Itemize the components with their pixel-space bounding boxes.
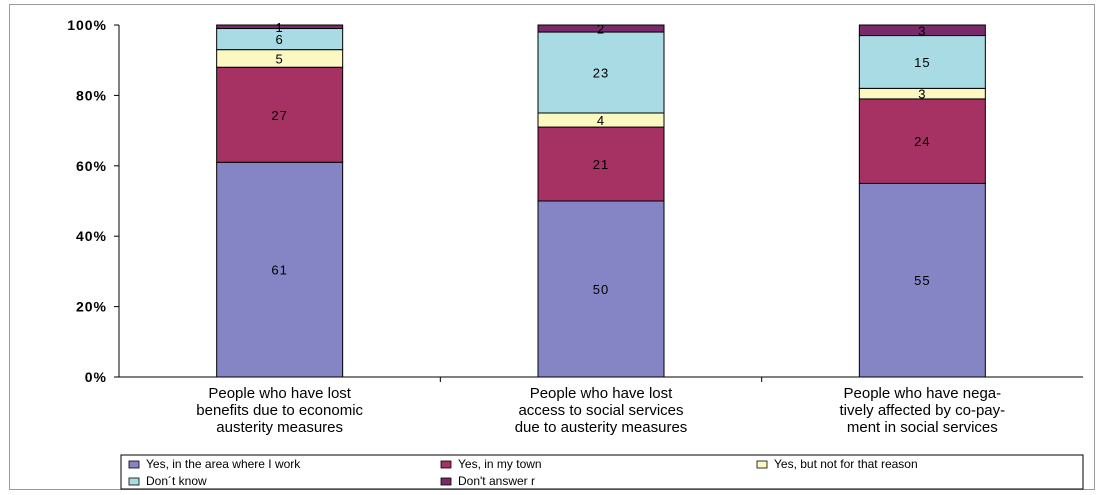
y-tick-label: 60%: [76, 158, 107, 174]
legend-label: Yes, in my town: [458, 457, 542, 471]
data-label: 24: [914, 134, 930, 149]
bar-segment: [858, 98, 986, 184]
data-label: 4: [597, 113, 605, 128]
legend-swatch: [756, 460, 768, 469]
data-label: 23: [593, 66, 609, 81]
bar-segment: [858, 182, 986, 378]
data-label: 50: [593, 282, 609, 297]
y-tick-label: 20%: [76, 299, 107, 315]
bar-segment: [537, 200, 665, 378]
bar-segment: [216, 24, 344, 30]
category-label: People who have lost: [208, 385, 351, 402]
data-label: 55: [914, 273, 930, 288]
category-label: austerity measures: [216, 419, 343, 436]
legend-label: Don't answer r: [458, 474, 535, 488]
bar-segment: [537, 24, 665, 33]
bar-segment: [537, 31, 665, 114]
bars: [216, 24, 986, 378]
legend-swatch: [128, 477, 140, 486]
category-label: benefits due to economic: [196, 402, 363, 419]
legend-label: Yes, but not for that reason: [774, 457, 918, 471]
legend-label: Yes, in the area where I work: [146, 457, 301, 471]
bar-segment: [537, 126, 665, 202]
bar-segment: [216, 161, 344, 378]
legend-swatch: [440, 477, 452, 486]
legend: Yes, in the area where I work Yes, in my …: [120, 454, 1084, 490]
category-label: due to austerity measures: [515, 419, 688, 436]
y-tick-label: 80%: [76, 87, 107, 103]
data-label: 3: [918, 87, 926, 102]
data-label: 15: [914, 55, 930, 70]
data-label: 2: [597, 22, 605, 37]
bar-segment: [858, 24, 986, 37]
category-label: People who have nega-: [844, 385, 1002, 402]
category-label: access to social services: [518, 402, 683, 419]
y-tick-label: 0%: [85, 369, 107, 385]
category-label: People who have lost: [530, 385, 673, 402]
data-label: 5: [276, 51, 284, 66]
y-tick-label: 40%: [76, 228, 107, 244]
legend-swatch: [128, 460, 140, 469]
bar-segment: [216, 66, 344, 163]
bar-segment: [858, 35, 986, 89]
data-labels: 61 27 5 61 50 21 4 23 2 55 24 3 15 3: [271, 20, 930, 297]
y-tick-label: 100%: [67, 17, 107, 33]
category-label: ment in social services: [847, 419, 998, 436]
data-label: 21: [593, 157, 609, 172]
data-label: 27: [271, 108, 287, 123]
legend-box: [120, 454, 1084, 490]
legend-swatch: [440, 460, 452, 469]
data-label: 3: [918, 23, 926, 38]
legend-label: Don´t know: [146, 474, 207, 488]
data-label: 61: [271, 263, 287, 278]
data-label: 6: [276, 32, 284, 47]
category-label: tively affected by co-pay-: [840, 402, 1006, 419]
data-label: 1: [276, 20, 284, 35]
